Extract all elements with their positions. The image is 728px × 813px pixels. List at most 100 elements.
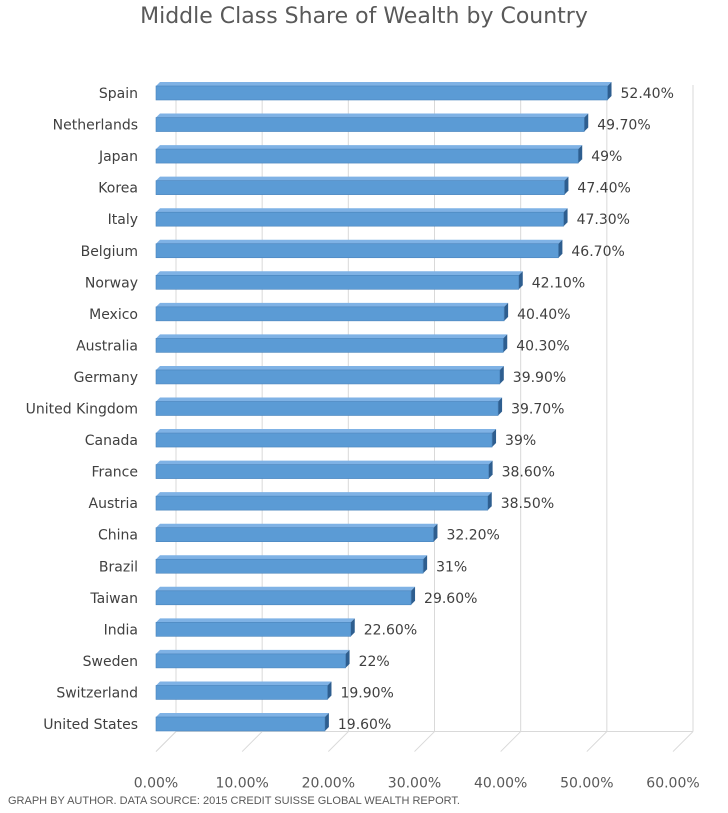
data-label: 38.50%	[501, 496, 554, 512]
bar-top	[156, 649, 350, 654]
data-label: 52.40%	[621, 86, 674, 102]
bar	[155, 180, 565, 195]
floor-gridline	[500, 731, 522, 752]
bars	[155, 82, 612, 732]
x-tick-label: 60.00%	[646, 776, 699, 790]
category-label: Italy	[108, 212, 138, 228]
category-label: Sweden	[83, 654, 138, 670]
category-label: Spain	[99, 86, 138, 102]
bar-chart: 0.00% 10.00% 20.00% 30.00% 40.00% 50.00% 60.00…	[26, 82, 700, 790]
floor-gridline	[327, 731, 349, 752]
bar-end	[423, 555, 428, 574]
data-label: 49%	[591, 149, 622, 165]
category-label: Belgium	[81, 244, 138, 260]
bar-top	[156, 681, 332, 686]
x-tick-label: 50.00%	[560, 776, 613, 790]
bar-top	[156, 208, 568, 213]
bar-end	[607, 82, 612, 100]
bar-top	[156, 555, 428, 560]
bar-end	[345, 649, 350, 668]
category-label: United States	[43, 717, 138, 733]
bar-top	[156, 618, 355, 623]
x-tick-label: 30.00%	[388, 776, 441, 790]
bar-end	[350, 618, 355, 637]
category-label: Brazil	[99, 559, 138, 575]
bar	[155, 590, 412, 606]
data-label: 19.60%	[338, 717, 391, 733]
bar-end	[492, 429, 497, 448]
data-label: 40.40%	[517, 307, 570, 323]
bar-top	[156, 302, 509, 307]
bar	[155, 495, 489, 511]
bar	[155, 527, 434, 543]
bar-end	[324, 713, 329, 731]
bar	[155, 558, 424, 574]
category-label: Canada	[85, 433, 138, 449]
bar-end	[327, 681, 332, 700]
bar-top	[156, 239, 563, 244]
bar-end	[563, 208, 568, 227]
bar-top	[156, 113, 589, 118]
bar-top	[156, 713, 329, 717]
x-tick-label: 0.00%	[134, 776, 178, 790]
x-tick-label: 40.00%	[474, 776, 527, 790]
data-label: 19.90%	[340, 685, 393, 701]
category-label: India	[104, 622, 138, 638]
data-label: 49.70%	[597, 118, 650, 134]
bar-end	[488, 460, 493, 479]
labels: 0.00% 10.00% 20.00% 30.00% 40.00% 50.00% 60.00…	[26, 86, 700, 790]
bar-top	[156, 460, 493, 465]
bar	[155, 274, 520, 290]
category-label: United Kingdom	[26, 402, 138, 418]
bar	[155, 716, 326, 732]
category-label: Netherlands	[53, 118, 138, 134]
bar	[155, 243, 559, 259]
bar-end	[564, 176, 569, 195]
chart-title: Middle Class Share of Wealth by Country	[140, 4, 588, 29]
x-tick-label: 10.00%	[215, 776, 268, 790]
bar-top	[156, 82, 612, 86]
category-label: Korea	[98, 181, 138, 197]
bar-end	[584, 113, 589, 132]
bar-top	[156, 176, 569, 181]
data-label: 40.30%	[516, 338, 569, 354]
data-label: 32.20%	[446, 528, 499, 544]
data-label: 29.60%	[424, 591, 477, 607]
category-label: France	[91, 465, 138, 481]
bar-top	[156, 523, 438, 528]
bar	[155, 85, 608, 101]
source-caption: GRAPH BY AUTHOR. DATA SOURCE: 2015 CREDI…	[8, 795, 460, 807]
category-label: Austria	[89, 496, 138, 512]
bar	[155, 306, 505, 322]
bar-end	[518, 271, 523, 290]
bar	[155, 622, 352, 637]
bar	[155, 464, 489, 479]
data-label: 46.70%	[571, 244, 624, 260]
bar-top	[156, 492, 492, 497]
bar	[155, 338, 504, 353]
category-label: Japan	[98, 149, 138, 165]
category-label: Mexico	[89, 307, 138, 323]
bar-top	[156, 365, 504, 370]
data-label: 47.40%	[577, 181, 630, 197]
data-label: 39.70%	[511, 402, 564, 418]
bar-end	[558, 239, 563, 258]
data-label: 38.60%	[502, 465, 555, 481]
bar-end	[578, 145, 583, 164]
category-label: Norway	[85, 275, 138, 291]
bar	[155, 369, 501, 385]
bar-end	[499, 365, 504, 384]
category-label: China	[98, 528, 138, 544]
floor-edge	[155, 731, 177, 752]
floor-gridline	[586, 731, 608, 752]
category-label: Australia	[76, 338, 138, 354]
data-label: 42.10%	[532, 275, 585, 291]
bar-top	[156, 334, 508, 339]
bar-top	[156, 586, 416, 591]
data-label: 47.30%	[577, 212, 630, 228]
bar-end	[503, 334, 508, 353]
data-label: 39%	[505, 433, 536, 449]
data-label: 31%	[436, 559, 467, 575]
bar-top	[156, 397, 503, 402]
bar-end	[498, 397, 503, 416]
